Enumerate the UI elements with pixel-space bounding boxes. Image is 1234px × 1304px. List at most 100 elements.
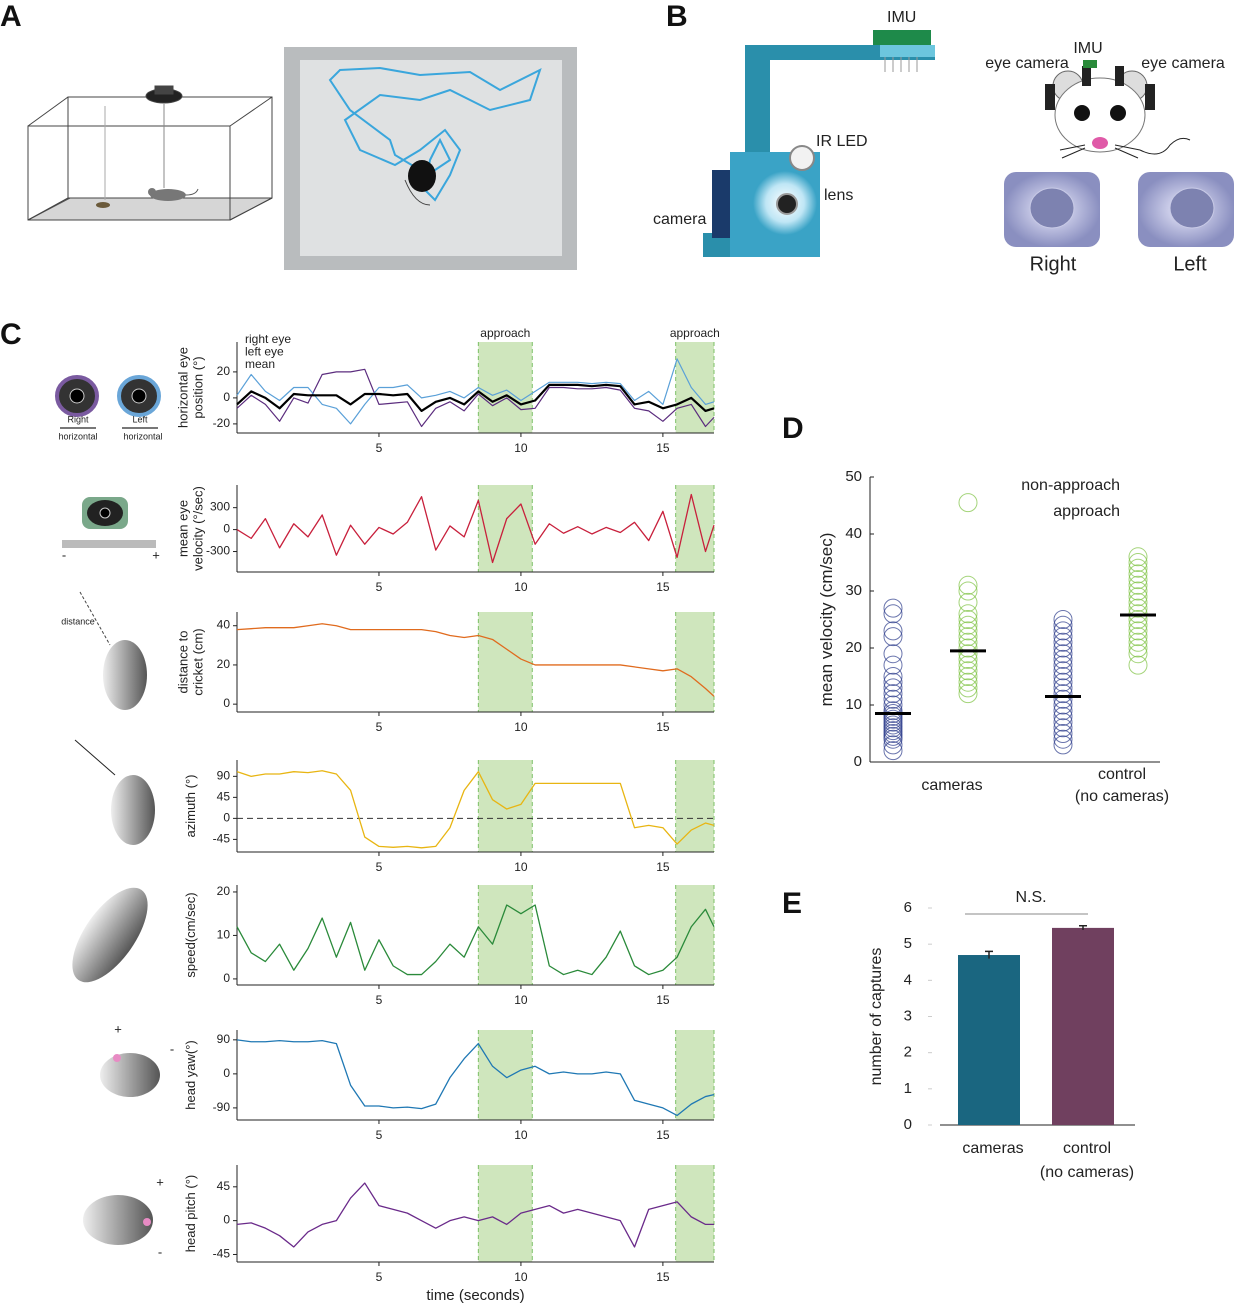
right-eye-label: Right [1030, 253, 1077, 275]
x-tick-label-line: 5 [376, 1128, 383, 1142]
y-axis-label: head yaw(°) [183, 1040, 198, 1110]
y-tick-label-line: 0 [223, 390, 230, 404]
x-tick-label-line: control [1098, 766, 1146, 783]
y-tick-label: 3 [904, 1007, 912, 1024]
trace [236, 904, 715, 976]
y-tick-label: 45 [217, 790, 231, 804]
y-axis-label-line: head pitch (°) [183, 1175, 198, 1252]
data-point [1053, 655, 1073, 675]
approach-region [675, 1165, 714, 1262]
data-point [883, 701, 903, 721]
y-axis-label: head pitch (°) [183, 1175, 198, 1252]
data-point [1128, 581, 1148, 601]
data-point [883, 735, 903, 755]
y-axis-label: distance tocricket (cm) [176, 628, 206, 695]
x-tick-label: 10 [514, 580, 528, 594]
y-tick-label: 300 [210, 500, 230, 514]
x-tick-label-line: 15 [656, 860, 670, 874]
data-point [958, 655, 978, 675]
x-tick-label-line: (no cameras) [1075, 788, 1169, 805]
data-point [958, 632, 978, 652]
x-tick-label-line: 10 [514, 1270, 528, 1284]
x-tick-label-line: 5 [376, 441, 383, 455]
x-axis-label-line: time (seconds) [426, 1287, 524, 1304]
x-tick-label: 5 [376, 580, 383, 594]
y-tick-label: -45 [213, 832, 231, 846]
approach-region [478, 1030, 533, 1120]
bar [1052, 927, 1114, 1125]
y-tick-label-line: 45 [217, 790, 231, 804]
x-tick-label: 15 [656, 860, 670, 874]
camera-device [703, 30, 935, 257]
y-tick-label-line: 20 [217, 884, 231, 898]
y-tick-label: 1 [904, 1080, 912, 1097]
x-tick-label: cameras [962, 1140, 1023, 1157]
icon-sign: - [170, 1041, 174, 1056]
imu-label: IMU [1073, 40, 1102, 57]
data-point [883, 689, 903, 709]
icon-sign: + [152, 547, 160, 562]
x-tick-label-line: 10 [514, 441, 528, 455]
legend-entry-line: left eye [245, 345, 284, 359]
data-point [1128, 632, 1148, 652]
x-tick-label: control (no cameras) [1075, 766, 1169, 805]
x-tick-label: 10 [514, 1270, 528, 1284]
trace [236, 1039, 715, 1117]
data-point [1128, 564, 1148, 584]
icon-label: Left [132, 414, 148, 424]
approach-region [675, 342, 714, 433]
data-point [1053, 718, 1073, 738]
data-point [1128, 570, 1148, 590]
data-point [1053, 724, 1073, 743]
x-tick-label-line: 15 [656, 1270, 670, 1284]
legend-entry: right eye [245, 332, 291, 346]
panel-label: B [666, 0, 688, 33]
data-point [1053, 701, 1073, 721]
panel-label: C [0, 318, 22, 351]
trace [236, 358, 715, 425]
data-point [1053, 649, 1073, 669]
y-axis-label-line: distance to [176, 631, 191, 694]
legend-entry-line: approach [1053, 503, 1120, 520]
y-tick-label: 0 [223, 522, 230, 536]
approach-region [675, 885, 714, 985]
y-tick-label-line: 0 [223, 1213, 230, 1227]
x-tick-label-line: 15 [656, 441, 670, 455]
y-tick-label-line: 0 [854, 753, 862, 770]
y-tick-label: 50 [845, 468, 862, 485]
x-tick-label-line: 15 [656, 1128, 670, 1142]
icon-label: Right [67, 414, 89, 424]
data-point [958, 638, 978, 658]
legend-entry-line: non-approach [1021, 477, 1120, 494]
data-point [1128, 638, 1148, 658]
data-point [1053, 632, 1073, 652]
y-tick-label-line: 20 [845, 639, 862, 656]
icon-sign: - [158, 1244, 162, 1259]
data-point [958, 621, 978, 641]
y-axis-label: mean eyevelocity (°/sec) [176, 486, 206, 571]
y-tick-label-line: 0 [223, 696, 230, 710]
data-point [958, 684, 978, 704]
data-point [1128, 621, 1148, 641]
data-point [1128, 655, 1148, 675]
y-tick-label: 90 [217, 1032, 231, 1046]
arena-diagram [27, 85, 273, 221]
data-point [958, 604, 978, 624]
data-point [883, 627, 903, 647]
x-tick-label-line: 5 [376, 1270, 383, 1284]
trace [236, 1182, 714, 1248]
data-point [1128, 615, 1148, 635]
y-tick-label-line: 40 [845, 525, 862, 542]
y-tick-label-line: 0 [223, 811, 230, 825]
y-tick-label: 0 [223, 696, 230, 710]
y-tick-label: 0 [223, 811, 230, 825]
y-tick-label: 20 [217, 884, 231, 898]
trace-icons [55, 375, 161, 1245]
x-tick-label: 10 [514, 860, 528, 874]
data-point [883, 678, 903, 698]
y-tick-label: -90 [213, 1100, 231, 1114]
y-tick-label-line: -45 [213, 1247, 231, 1261]
x-tick-label-line: 5 [376, 860, 383, 874]
region-label-line: approach [480, 326, 530, 340]
data-point [1128, 553, 1148, 572]
